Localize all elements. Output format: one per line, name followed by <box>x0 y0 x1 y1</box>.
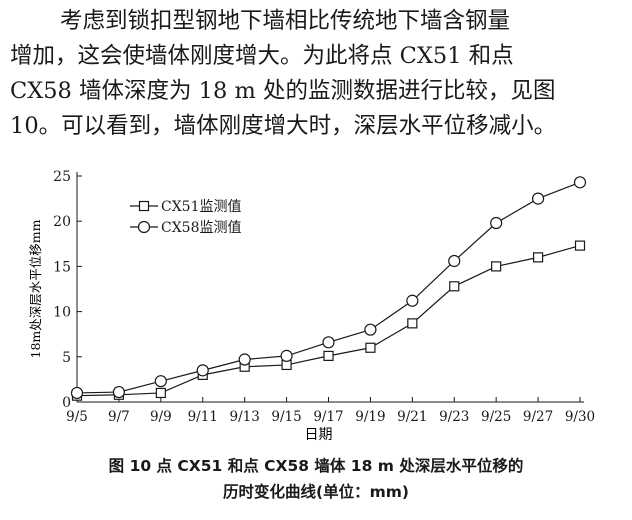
line-chart: 0 5 10 15 20 25 9/5 9/7 9/9 9/11 9/13 9/15 9/17 9/19… <box>28 169 595 443</box>
data-point <box>196 364 209 377</box>
x-tick-label: 9/27 <box>523 409 553 425</box>
y-tick-label: 10 <box>53 305 71 321</box>
series-cx51 <box>71 240 586 401</box>
x-tick-label: 9/15 <box>271 409 301 425</box>
data-point <box>323 350 334 361</box>
y-tick-label: 5 <box>62 350 71 366</box>
data-point <box>532 252 544 263</box>
y-axis-ticks: 0 5 10 15 20 25 <box>53 169 82 411</box>
x-axis-label: 日期 <box>305 427 333 443</box>
x-tick-label: 9/19 <box>355 409 385 425</box>
data-point <box>449 281 460 292</box>
figure-caption-line1: 图 10 点 CX51 和点 CX58 墙体 18 m 处深层水平位移的 <box>108 457 524 475</box>
paragraph-line: CX58 墙体深度为 18 m 处的监测数据进行比较，见图 <box>10 78 556 104</box>
paragraph-line: 考虑到锁扣型钢地下墙相比传统地下墙含钢量 <box>60 8 511 34</box>
data-point <box>154 375 167 388</box>
data-point <box>573 176 587 189</box>
y-tick-label: 25 <box>53 169 71 185</box>
data-point <box>407 318 418 329</box>
data-point <box>365 342 376 353</box>
legend-marker <box>137 220 151 234</box>
y-tick-label: 20 <box>53 214 71 230</box>
x-tick-label: 9/5 <box>66 409 88 425</box>
legend-marker <box>138 200 150 212</box>
series-cx58 <box>70 176 587 400</box>
paragraph-line: 10。可以看到，墙体刚度增大时，深层水平位移减小。 <box>10 113 557 139</box>
data-point <box>574 240 586 251</box>
body-paragraph: 考虑到锁扣型钢地下墙相比传统地下墙含钢量 增加，这会使墙体刚度增大。为此将点 C… <box>10 4 624 144</box>
x-tick-label: 9/30 <box>565 409 595 425</box>
x-axis-ticks: 9/5 9/7 9/9 9/11 9/13 9/15 9/17 9/19 9/21 9/23 9/2… <box>66 397 595 425</box>
y-tick-label: 0 <box>62 395 71 411</box>
chart-series <box>70 176 587 401</box>
legend-label: CX58监测值 <box>161 220 242 236</box>
data-point <box>280 349 293 362</box>
chart-axes <box>76 172 584 403</box>
x-tick-label: 9/7 <box>108 409 130 425</box>
data-point <box>531 192 545 205</box>
data-point <box>491 261 502 272</box>
data-point <box>364 323 377 336</box>
figure-caption-line2: 历时变化曲线(单位：mm) <box>223 483 409 501</box>
series-line <box>76 181 581 394</box>
paragraph-line: 增加，这会使墙体刚度增大。为此将点 CX51 和点 <box>10 43 514 69</box>
x-tick-label: 9/23 <box>439 409 469 425</box>
x-tick-label: 9/9 <box>150 409 172 425</box>
x-tick-label: 9/11 <box>188 409 218 425</box>
x-tick-label: 9/25 <box>481 409 511 425</box>
series-line <box>76 245 581 397</box>
data-point <box>112 385 126 399</box>
data-point <box>448 254 461 268</box>
chart-legend: CX51监测值 CX58监测值 <box>130 199 242 236</box>
data-point <box>70 386 84 400</box>
data-point <box>322 336 335 349</box>
x-tick-label: 9/17 <box>313 409 343 425</box>
legend-label: CX51监测值 <box>161 199 242 215</box>
data-point <box>238 353 251 366</box>
data-point <box>490 216 503 230</box>
x-tick-label: 9/13 <box>230 409 260 425</box>
y-axis-label: 18m处深层水平位移mm <box>28 219 43 358</box>
y-tick-label: 15 <box>53 259 71 275</box>
data-point <box>155 387 166 399</box>
x-tick-label: 9/21 <box>397 409 427 425</box>
data-point <box>406 294 419 307</box>
